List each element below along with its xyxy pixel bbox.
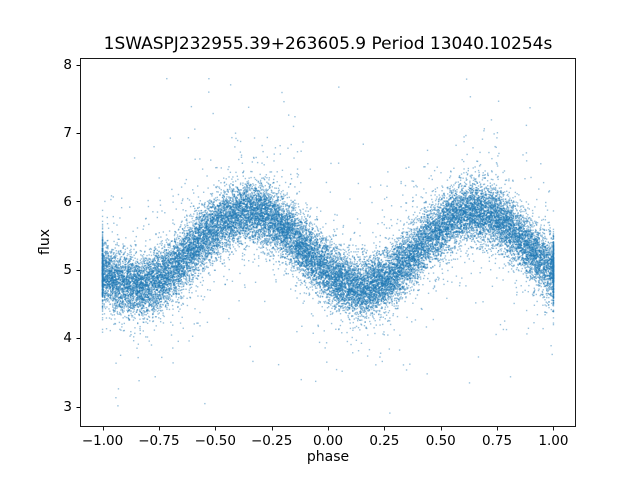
x-tick-label: −1.00 <box>81 433 124 449</box>
y-tick-label: 7 <box>63 125 72 142</box>
chart-title: 1SWASPJ232955.39+263605.9 Period 13040.1… <box>103 34 553 54</box>
x-tick-label: −0.50 <box>194 433 236 449</box>
y-tick-label: 3 <box>63 398 72 415</box>
x-tick-label: 0.25 <box>369 433 400 449</box>
x-tick-label: −0.25 <box>250 433 293 449</box>
x-tick-label: −0.75 <box>138 433 180 449</box>
y-tick-label: 4 <box>63 330 72 347</box>
x-tick-label: 1.00 <box>538 433 569 449</box>
y-tick-label: 8 <box>63 56 72 73</box>
y-tick-label: 6 <box>63 193 72 210</box>
x-tick-label: 0.75 <box>482 433 513 449</box>
x-tick-label: 0.00 <box>312 433 344 449</box>
x-axis-label: phase <box>306 449 350 465</box>
y-axis-label: flux <box>37 229 53 255</box>
x-tick-label: 0.50 <box>425 433 456 449</box>
y-tick-label: 5 <box>63 261 72 278</box>
